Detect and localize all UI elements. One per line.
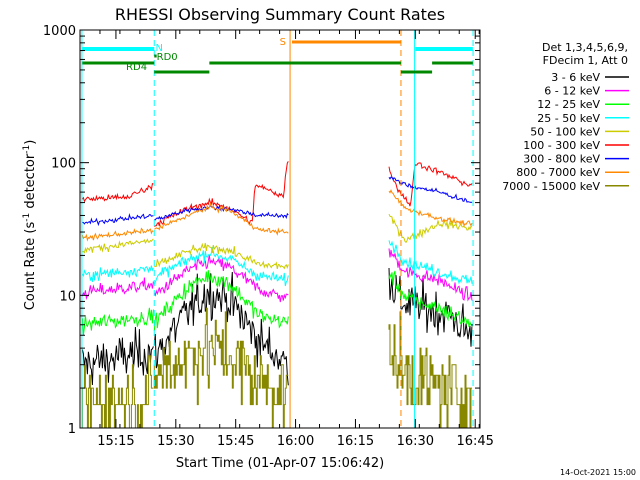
- x-tick-label: 15:15: [97, 434, 134, 449]
- y-tick-label: 1000: [43, 24, 76, 39]
- y-tick-label: 10: [59, 289, 76, 304]
- x-tick-label: 16:15: [337, 434, 374, 449]
- flag-label-rd4: RD4: [126, 62, 147, 73]
- legend-label-7: 800 - 7000 keV: [516, 166, 600, 179]
- legend-label-3: 25 - 50 keV: [537, 112, 600, 125]
- y-axis-label-end: ): [23, 140, 38, 145]
- x-tick-label: 16:45: [456, 434, 493, 449]
- chart-title: RHESSI Observing Summary Count Rates: [115, 5, 445, 24]
- flag-label-n: N: [155, 43, 162, 54]
- series-line-2: [81, 270, 473, 336]
- legend-header-2: FDecim 1, Att 0: [543, 54, 628, 67]
- legend-label-4: 50 - 100 keV: [530, 125, 600, 138]
- legend-label-6: 300 - 800 keV: [523, 153, 600, 166]
- series-line-1: [81, 248, 473, 303]
- series-line-8: [81, 307, 472, 429]
- legend-label-0: 3 - 6 keV: [551, 71, 600, 84]
- series-line-6: [82, 176, 473, 227]
- footer-date: 14-Oct-2021 15:00: [560, 468, 636, 477]
- y-tick-label: 1: [68, 422, 76, 437]
- y-tick-label: 100: [51, 157, 76, 172]
- legend-header-1: Det 1,3,4,5,6,9,: [542, 41, 628, 54]
- x-tick-label: 15:30: [157, 434, 194, 449]
- legend-label-1: 6 - 12 keV: [544, 85, 600, 98]
- y-axis-label-tail: detector: [23, 153, 38, 213]
- series-line-7: [81, 189, 473, 242]
- legend-label-5: 100 - 300 keV: [523, 139, 600, 152]
- series-line-0: [81, 267, 473, 386]
- x-tick-label: 16:00: [277, 434, 314, 449]
- legend-label-2: 12 - 25 keV: [537, 98, 600, 111]
- legend: Det 1,3,4,5,6,9, FDecim 1, Att 0 3 - 6 k…: [502, 41, 629, 193]
- y-axis-label: Count Rate (s-1 detector-1): [22, 140, 38, 311]
- flag-label-rd0: RD0: [157, 52, 178, 63]
- legend-label-8: 7000 - 15000 keV: [502, 180, 600, 193]
- y-axis-label-sup: -1: [22, 213, 32, 222]
- series-line-5: [81, 161, 473, 227]
- x-axis-label: Start Time (01-Apr-07 15:06:42): [176, 456, 384, 471]
- axis-layer: 1 10 100 1000 15:15 15:30 15:45 16:00 16:15 16:30…: [43, 24, 494, 449]
- x-tick-label: 16:30: [397, 434, 434, 449]
- series-line-4: [82, 213, 473, 270]
- y-axis-label-sup2: -1: [22, 145, 32, 154]
- flag-label-s: S: [280, 37, 286, 48]
- x-tick-label: 15:45: [217, 434, 254, 449]
- series-line-3: [81, 240, 473, 287]
- y-axis-label-main: Count Rate (s: [23, 222, 38, 311]
